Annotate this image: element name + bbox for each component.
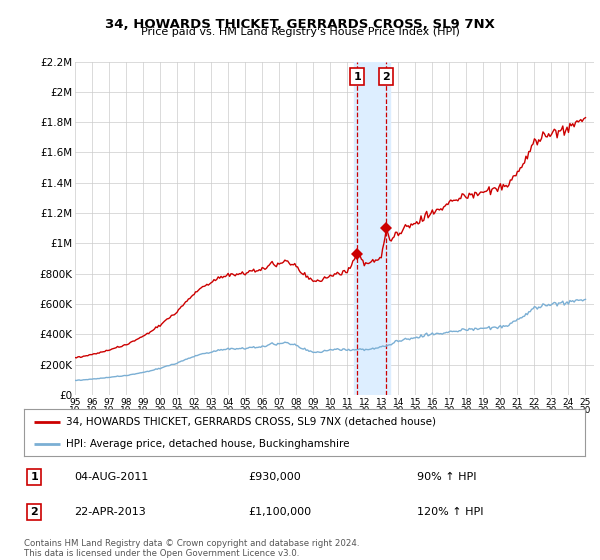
Text: 1: 1 — [30, 472, 38, 482]
Text: Price paid vs. HM Land Registry's House Price Index (HPI): Price paid vs. HM Land Registry's House … — [140, 27, 460, 37]
Text: HPI: Average price, detached house, Buckinghamshire: HPI: Average price, detached house, Buck… — [66, 438, 350, 449]
Text: 1: 1 — [353, 72, 361, 82]
Text: 120% ↑ HPI: 120% ↑ HPI — [416, 507, 483, 517]
Text: 34, HOWARDS THICKET, GERRARDS CROSS, SL9 7NX: 34, HOWARDS THICKET, GERRARDS CROSS, SL9… — [105, 18, 495, 31]
Text: Contains HM Land Registry data © Crown copyright and database right 2024.
This d: Contains HM Land Registry data © Crown c… — [24, 539, 359, 558]
Text: 2: 2 — [383, 72, 390, 82]
Text: 04-AUG-2011: 04-AUG-2011 — [74, 472, 149, 482]
Bar — [354, 62, 390, 395]
Text: 34, HOWARDS THICKET, GERRARDS CROSS, SL9 7NX (detached house): 34, HOWARDS THICKET, GERRARDS CROSS, SL9… — [66, 417, 436, 427]
Text: 2: 2 — [30, 507, 38, 517]
Text: £1,100,000: £1,100,000 — [248, 507, 311, 517]
Text: 90% ↑ HPI: 90% ↑ HPI — [416, 472, 476, 482]
Text: £930,000: £930,000 — [248, 472, 301, 482]
Text: 22-APR-2013: 22-APR-2013 — [74, 507, 146, 517]
